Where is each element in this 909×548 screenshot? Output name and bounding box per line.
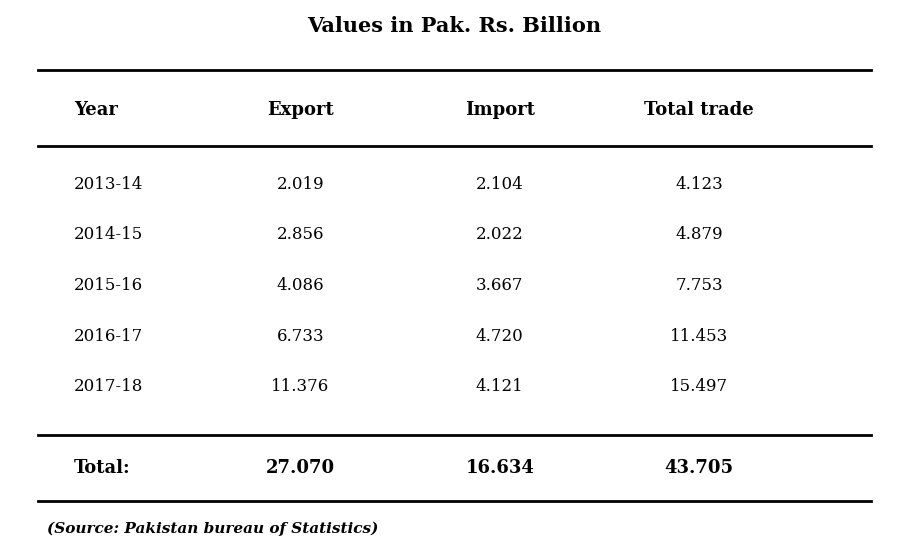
Text: 2.104: 2.104 xyxy=(476,175,524,192)
Text: Export: Export xyxy=(267,101,334,119)
Text: Year: Year xyxy=(74,101,118,119)
Text: 4.123: 4.123 xyxy=(675,175,723,192)
Text: 15.497: 15.497 xyxy=(670,378,728,395)
Text: 7.753: 7.753 xyxy=(675,277,723,294)
Text: 6.733: 6.733 xyxy=(276,328,325,345)
Text: 2015-16: 2015-16 xyxy=(74,277,143,294)
Text: 27.070: 27.070 xyxy=(265,459,335,477)
Text: 2017-18: 2017-18 xyxy=(74,378,144,395)
Text: 4.086: 4.086 xyxy=(276,277,325,294)
Text: 4.720: 4.720 xyxy=(476,328,524,345)
Text: 2.856: 2.856 xyxy=(276,226,325,243)
Text: 4.879: 4.879 xyxy=(675,226,723,243)
Text: Import: Import xyxy=(464,101,534,119)
Text: 2016-17: 2016-17 xyxy=(74,328,143,345)
Text: 2013-14: 2013-14 xyxy=(74,175,144,192)
Text: Values in Pak. Rs. Billion: Values in Pak. Rs. Billion xyxy=(307,16,602,36)
Text: 11.376: 11.376 xyxy=(271,378,330,395)
Text: 2.019: 2.019 xyxy=(276,175,325,192)
Text: 2014-15: 2014-15 xyxy=(74,226,143,243)
Text: 11.453: 11.453 xyxy=(670,328,728,345)
Text: 16.634: 16.634 xyxy=(465,459,534,477)
Text: 3.667: 3.667 xyxy=(476,277,524,294)
Text: Total trade: Total trade xyxy=(644,101,754,119)
Text: 2.022: 2.022 xyxy=(476,226,524,243)
Text: 43.705: 43.705 xyxy=(664,459,734,477)
Text: (Source: Pakistan bureau of Statistics): (Source: Pakistan bureau of Statistics) xyxy=(46,522,378,536)
Text: 4.121: 4.121 xyxy=(476,378,524,395)
Text: Total:: Total: xyxy=(74,459,131,477)
